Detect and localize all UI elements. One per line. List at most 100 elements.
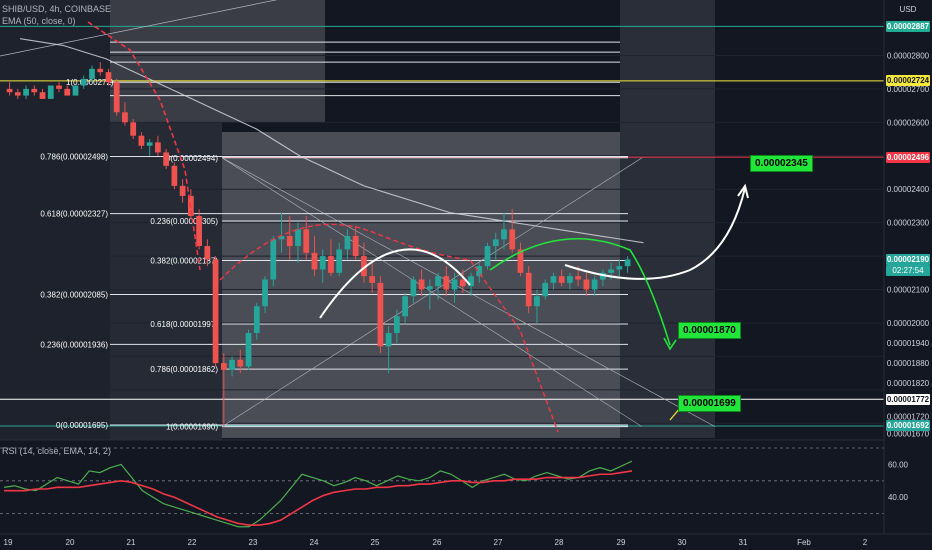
candle-body[interactable] [253, 306, 260, 334]
fib-left-label: 0(0.00001695) [56, 421, 108, 430]
candle-body[interactable] [608, 269, 614, 273]
candle-body[interactable] [393, 316, 400, 334]
candle-body[interactable] [336, 249, 343, 273]
candle-body[interactable] [237, 359, 244, 367]
fib-diagonal [221, 157, 643, 427]
candle-body[interactable] [443, 276, 450, 290]
time-tick-label: 21 [127, 538, 136, 547]
fib-right-label: 0.382(0.00002187) [150, 256, 218, 265]
candle-body[interactable] [31, 88, 38, 93]
candle-body[interactable] [155, 142, 161, 153]
candle-body[interactable] [550, 276, 557, 283]
candle-body[interactable] [575, 276, 582, 280]
candle-body[interactable] [377, 282, 384, 347]
ema-legend[interactable]: EMA (50, close, 0) [2, 16, 76, 26]
candle-body[interactable] [122, 112, 128, 123]
candle-body[interactable] [204, 246, 211, 260]
price-tick-label: 0.00002800 [887, 51, 930, 60]
candle-body[interactable] [476, 266, 483, 277]
candle-body[interactable] [47, 85, 54, 99]
candle-body[interactable] [286, 236, 293, 247]
candle-body[interactable] [295, 229, 301, 247]
candle-body[interactable] [6, 88, 13, 93]
candle-body[interactable] [171, 165, 178, 186]
candle-body[interactable] [311, 252, 318, 270]
rsi-legend[interactable]: RSI (14, close, EMA, 14, 2) [2, 446, 112, 456]
candle-body[interactable] [410, 279, 417, 297]
candle-body[interactable] [64, 88, 71, 96]
rsi-line[interactable] [3, 460, 633, 528]
candle-body[interactable] [220, 363, 227, 370]
candle-body[interactable] [599, 272, 606, 280]
candle-body[interactable] [525, 272, 532, 307]
target-annotation[interactable]: 0.00002345 [750, 155, 813, 172]
zone-top-grey [110, 0, 325, 122]
candle-body[interactable] [113, 82, 120, 113]
candle-body[interactable] [591, 279, 598, 290]
candle-body[interactable] [558, 276, 565, 283]
candle-body[interactable] [509, 229, 516, 250]
time-tick-label: 24 [310, 538, 319, 547]
candle-body[interactable] [303, 229, 310, 253]
price-tick-label: 0.00001940 [887, 339, 930, 348]
candle-body[interactable] [14, 92, 21, 96]
candle-body[interactable] [229, 359, 235, 370]
candle-body[interactable] [418, 279, 425, 290]
candle-body[interactable] [138, 135, 145, 146]
candle-body[interactable] [385, 333, 392, 347]
candle-body[interactable] [97, 68, 104, 73]
candle-body[interactable] [369, 276, 376, 283]
candle-body[interactable] [624, 259, 631, 267]
candle-body[interactable] [212, 259, 219, 364]
countdown-tag: 02:27:54 [886, 264, 930, 276]
fibonacci-retracements[interactable]: 0(0.00002494) 0.236(0.00002305) 0.382(0.00… [0, 0, 716, 432]
candle-body[interactable] [245, 333, 252, 367]
candle-body[interactable] [361, 256, 367, 277]
candle-body[interactable] [163, 152, 170, 166]
candle-body[interactable] [39, 92, 46, 99]
candle-body[interactable] [501, 229, 507, 240]
candle-body[interactable] [146, 142, 153, 146]
candle-body[interactable] [583, 279, 590, 290]
projection-drawings[interactable] [87, 21, 749, 433]
candle-body[interactable] [80, 78, 87, 86]
candle-body[interactable] [270, 239, 277, 280]
candlestick-series[interactable] [6, 62, 631, 427]
candle-body[interactable] [262, 279, 268, 307]
candle-body[interactable] [459, 279, 466, 287]
ema-50-path [19, 38, 644, 244]
symbol-legend[interactable]: SHIB/USD, 4h, COINBASE [2, 4, 112, 14]
candle-body[interactable] [451, 279, 458, 290]
candle-body[interactable] [89, 68, 95, 79]
candle-body[interactable] [468, 276, 474, 287]
candle-body[interactable] [196, 215, 202, 247]
green-bear-path [489, 237, 671, 346]
candle-body[interactable] [484, 246, 491, 267]
bearish-curve [87, 21, 201, 271]
candle-body[interactable] [352, 236, 359, 257]
candle-body[interactable] [344, 236, 351, 250]
rsi-pane[interactable] [0, 447, 884, 528]
candle-body[interactable] [402, 296, 408, 317]
candle-body[interactable] [616, 266, 623, 270]
candle-body[interactable] [517, 249, 524, 273]
candle-body[interactable] [534, 296, 540, 307]
candle-body[interactable] [435, 276, 441, 287]
candle-body[interactable] [130, 122, 137, 136]
candle-body[interactable] [72, 85, 79, 96]
candle-body[interactable] [56, 85, 62, 89]
candle-body[interactable] [542, 282, 549, 297]
target-annotation[interactable]: 0.00001699 [678, 395, 741, 412]
price-tag: 0.00001692 [886, 420, 930, 432]
candle-body[interactable] [426, 286, 433, 290]
candle-body[interactable] [319, 256, 326, 270]
candle-body[interactable] [179, 185, 186, 196]
candle-body[interactable] [23, 88, 29, 96]
candle-body[interactable] [492, 239, 499, 247]
candle-body[interactable] [328, 256, 334, 273]
candle-body[interactable] [567, 276, 573, 283]
candle-body[interactable] [105, 72, 112, 83]
candle-body[interactable] [278, 236, 285, 240]
target-annotation[interactable]: 0.00001870 [678, 322, 741, 339]
